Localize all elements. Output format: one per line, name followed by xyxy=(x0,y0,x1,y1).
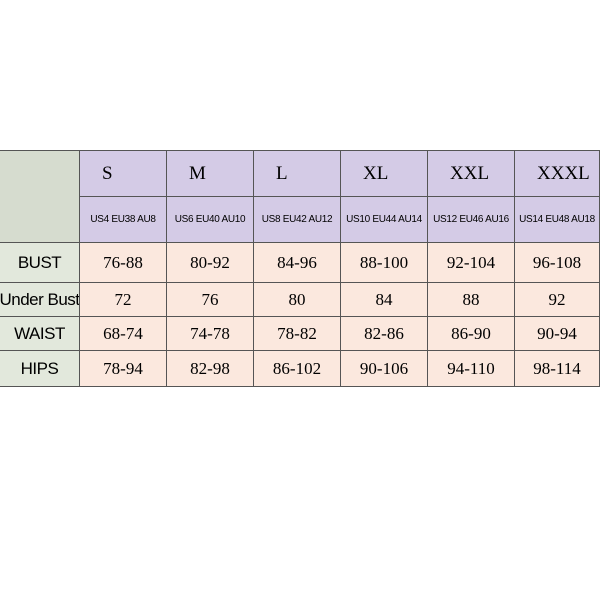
measurement: 78-82 xyxy=(254,317,341,351)
row-label: HIPS xyxy=(0,351,80,387)
measurement: 86-90 xyxy=(428,317,515,351)
size-header: XL xyxy=(341,150,428,197)
size-code: US4 EU38 AU8 xyxy=(80,197,167,243)
measurement: 84 xyxy=(341,283,428,317)
size-code: US14 EU48 AU18 xyxy=(515,197,600,243)
measurement: 94-110 xyxy=(428,351,515,387)
size-header: M xyxy=(167,150,254,197)
measurement: 84-96 xyxy=(254,243,341,283)
size-header: L xyxy=(254,150,341,197)
measurement: 76-88 xyxy=(80,243,167,283)
measurement: 72 xyxy=(80,283,167,317)
size-code: US6 EU40 AU10 xyxy=(167,197,254,243)
measurement: 74-78 xyxy=(167,317,254,351)
measurement: 98-114 xyxy=(515,351,600,387)
row-label: BUST xyxy=(0,243,80,283)
size-code: US10 EU44 AU14 xyxy=(341,197,428,243)
measurement: 92-104 xyxy=(428,243,515,283)
measurement: 86-102 xyxy=(254,351,341,387)
measurement: 82-86 xyxy=(341,317,428,351)
measurement: 80-92 xyxy=(167,243,254,283)
corner-cell xyxy=(0,150,80,243)
size-header: XXXL xyxy=(515,150,600,197)
measurement: 82-98 xyxy=(167,351,254,387)
size-header: S xyxy=(80,150,167,197)
measurement: 90-106 xyxy=(341,351,428,387)
measurement: 88 xyxy=(428,283,515,317)
measurement: 92 xyxy=(515,283,600,317)
row-label: Under Bust xyxy=(0,283,80,317)
measurement: 88-100 xyxy=(341,243,428,283)
size-code: US8 EU42 AU12 xyxy=(254,197,341,243)
measurement: 68-74 xyxy=(80,317,167,351)
row-label: WAIST xyxy=(0,317,80,351)
size-header: XXL xyxy=(428,150,515,197)
measurement: 96-108 xyxy=(515,243,600,283)
measurement: 78-94 xyxy=(80,351,167,387)
size-code: US12 EU46 AU16 xyxy=(428,197,515,243)
measurement: 76 xyxy=(167,283,254,317)
measurement: 90-94 xyxy=(515,317,600,351)
measurement: 80 xyxy=(254,283,341,317)
